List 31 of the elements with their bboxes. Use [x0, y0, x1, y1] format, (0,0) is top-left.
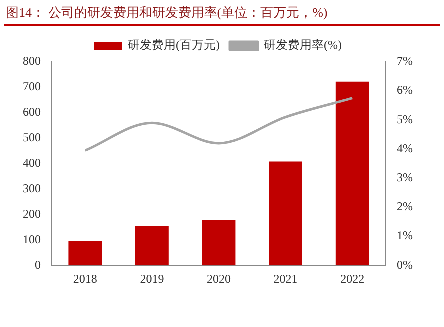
y2-tick-label: 4%: [397, 141, 414, 156]
bar: [269, 162, 303, 266]
x-tick-label: 2018: [73, 272, 98, 286]
bar: [336, 82, 370, 266]
y-tick-label: 100: [23, 232, 41, 246]
bar: [202, 220, 236, 266]
legend-label: 研发费用率(%): [264, 38, 342, 52]
y2-tick-label: 3%: [397, 170, 414, 184]
x-tick-label: 2021: [274, 272, 298, 286]
x-tick-label: 2019: [140, 272, 164, 286]
line-series: [84, 97, 354, 152]
y-tick-label: 500: [23, 130, 41, 145]
bar: [68, 241, 102, 266]
chart-title: 图14： 公司的研发费用和研发费用率(单位：百万元，%): [6, 4, 328, 22]
x-tick-label: 2022: [340, 272, 365, 286]
y2-tick-label: 1%: [397, 228, 414, 243]
y2-tick-label: 6%: [397, 83, 414, 98]
y-tick-label: 600: [23, 105, 41, 120]
y2-tick-label: 2%: [397, 200, 414, 214]
y-tick-label: 300: [23, 181, 41, 196]
x-tick-label: 2020: [207, 272, 231, 286]
y2-tick-label: 5%: [397, 112, 414, 126]
y-tick-label: 200: [23, 206, 41, 221]
y2-tick-label: 0%: [397, 258, 414, 272]
y-tick-label: 800: [23, 54, 41, 68]
y2-tick-label: 7%: [397, 54, 414, 68]
legend-label: 研发费用(百万元): [128, 38, 220, 52]
bar: [136, 226, 169, 266]
y-tick-label: 400: [23, 156, 41, 170]
y-tick-label: 0: [35, 258, 41, 272]
y-tick-label: 700: [23, 80, 41, 94]
